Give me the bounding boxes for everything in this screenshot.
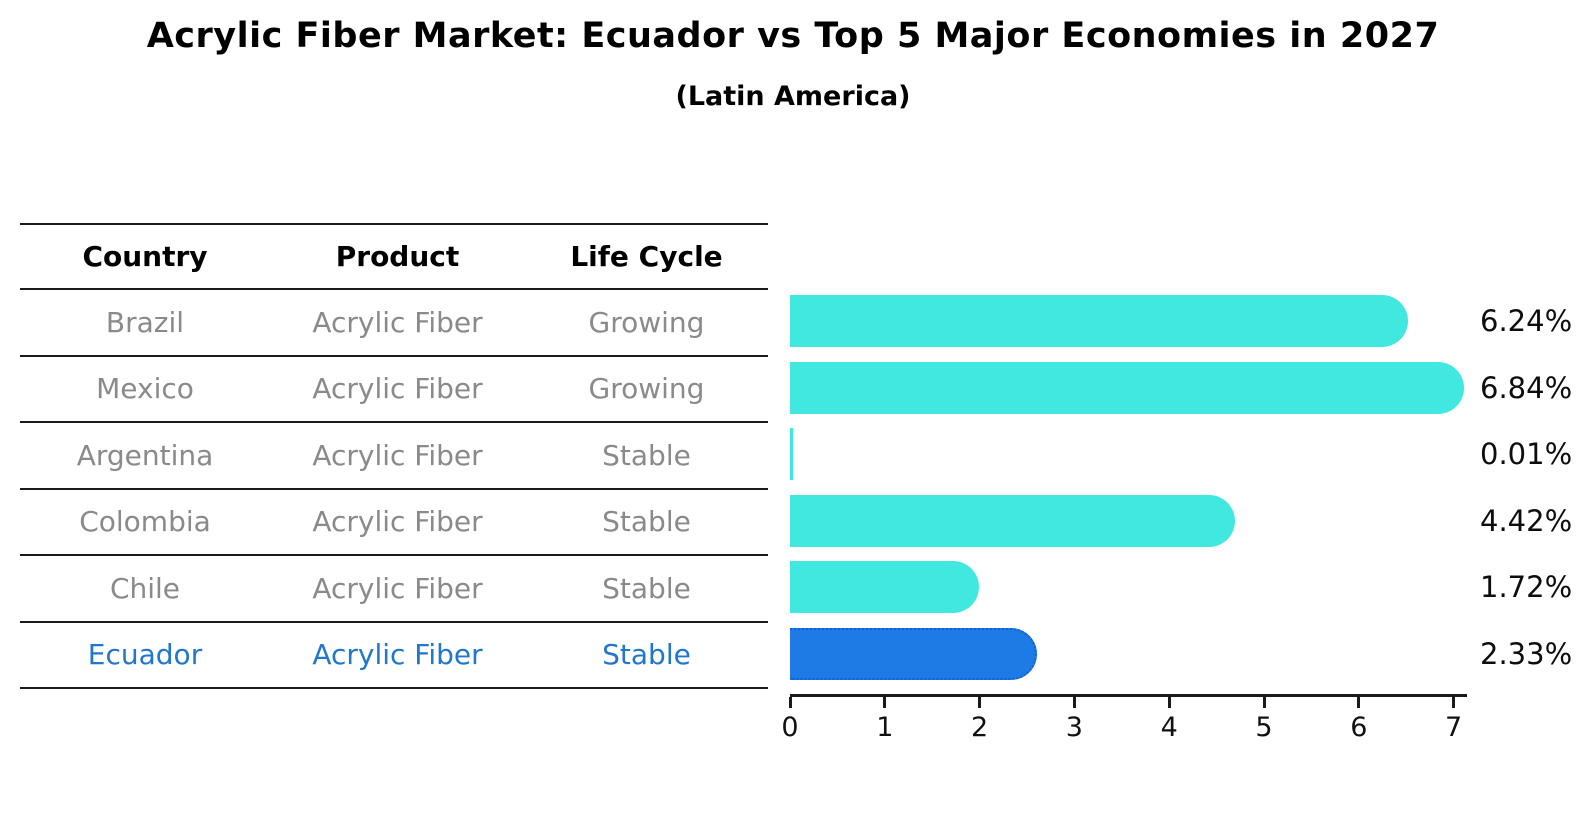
x-tick [1167,697,1171,708]
table-row: Brazil Acrylic Fiber Growing [20,290,768,357]
x-tick-label: 7 [1445,712,1463,743]
bar-chile [790,561,980,614]
product-cell: Acrylic Fiber [312,372,483,406]
x-tick [1072,697,1076,708]
chart-subtitle: (Latin America) [675,81,911,112]
table-header-row: Country Product Life Cycle [20,225,768,290]
value-label-brazil: 6.24% [1480,304,1573,339]
country-cell: Ecuador [87,638,203,672]
bar-ecuador [790,627,1037,680]
table-row: Colombia Acrylic Fiber Stable [20,490,768,556]
product-cell: Acrylic Fiber [312,638,483,672]
country-cell: Mexico [96,372,194,406]
x-tick-label: 3 [1065,712,1083,743]
country-cell: Brazil [105,305,185,339]
bar-brazil [790,295,1408,348]
comparison-table: Country Product Life Cycle Brazil Acryli… [20,223,768,689]
value-label-mexico: 6.84% [1480,370,1573,405]
x-tick [1357,697,1361,708]
lifecycle-cell: Growing [588,305,705,339]
table-row: Chile Acrylic Fiber Stable [20,556,768,623]
x-tick [1452,697,1456,708]
product-cell: Acrylic Fiber [312,305,483,339]
x-tick [788,697,792,708]
x-axis-spine [790,694,1467,697]
column-header-country: Country [82,240,208,273]
value-label-chile: 1.72% [1480,570,1573,605]
x-tick [883,697,887,708]
x-tick-label: 2 [971,712,989,743]
bar-colombia [790,494,1236,547]
lifecycle-cell: Stable [602,571,691,605]
product-cell: Acrylic Fiber [312,505,483,539]
lifecycle-cell: Growing [588,372,705,406]
table-row: Mexico Acrylic Fiber Growing [20,357,768,423]
lifecycle-cell: Stable [602,438,691,472]
column-header-lifecycle: Life Cycle [570,240,723,273]
bar-mexico [790,361,1465,414]
country-cell: Chile [109,571,181,605]
x-tick-label: 1 [876,712,894,743]
value-label-ecuador: 2.33% [1480,636,1573,671]
product-cell: Acrylic Fiber [312,571,483,605]
x-tick [1262,697,1266,708]
lifecycle-cell: Stable [602,505,691,539]
product-cell: Acrylic Fiber [312,438,483,472]
table-row: Argentina Acrylic Fiber Stable [20,423,768,490]
lifecycle-cell: Stable [602,638,691,672]
bar-argentina [790,428,793,481]
value-label-colombia: 4.42% [1480,503,1573,538]
x-tick-label: 5 [1255,712,1273,743]
country-cell: Colombia [79,505,211,539]
country-cell: Argentina [76,438,214,472]
chart-title: Acrylic Fiber Market: Ecuador vs Top 5 M… [146,16,1440,56]
x-tick-label: 4 [1160,712,1178,743]
x-tick-label: 0 [781,712,799,743]
x-tick-label: 6 [1350,712,1368,743]
table-row: Ecuador Acrylic Fiber Stable [20,623,768,689]
value-label-argentina: 0.01% [1480,437,1573,472]
table-body: Brazil Acrylic Fiber Growing Mexico Acry… [20,290,768,689]
x-tick [978,697,982,708]
column-header-product: Product [335,240,460,273]
